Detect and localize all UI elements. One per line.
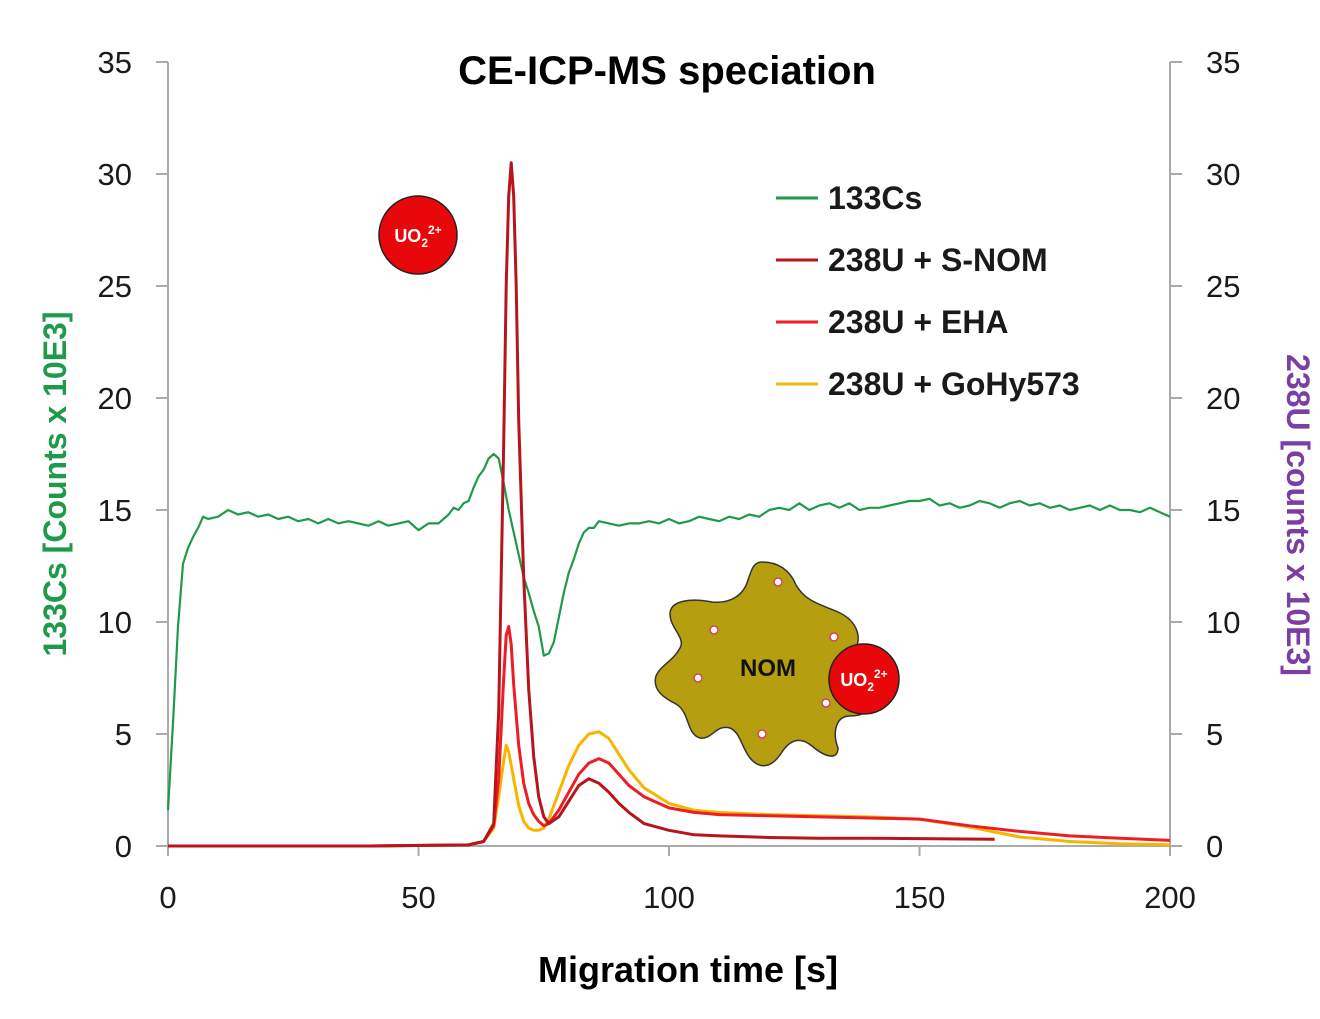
- binding-site-dot: [829, 632, 839, 642]
- x-axis-label: Migration time [s]: [538, 949, 838, 990]
- free-uranyl-ion-circle: [378, 195, 458, 275]
- right-y-tick-label: 5: [1206, 717, 1223, 752]
- x-tick-label: 0: [159, 880, 176, 915]
- left-y-ticks: 0 5 10 15 20 25 30 35: [98, 45, 168, 864]
- right-y-tick-label: 10: [1206, 605, 1240, 640]
- x-tick-label: 50: [401, 880, 435, 915]
- left-y-tick-label: 5: [115, 717, 132, 752]
- series-line-238u-s-nom: [168, 161, 995, 848]
- free-uranyl-ion-label: UO22+: [394, 223, 441, 250]
- left-y-tick-label: 0: [115, 829, 132, 864]
- legend-label: 238U + GoHy573: [828, 366, 1080, 402]
- x-tick-label: 200: [1144, 880, 1196, 915]
- left-y-tick-label: 10: [98, 605, 132, 640]
- legend-label: 133Cs: [828, 180, 922, 216]
- left-y-tick-label: 20: [98, 381, 132, 416]
- x-tick-label: 150: [894, 880, 946, 915]
- series-line-238u-eha: [168, 625, 1171, 848]
- series-line-133cs: [166, 452, 1171, 811]
- chart-title: CE-ICP-MS speciation: [458, 49, 876, 93]
- binding-site-dot: [709, 625, 719, 635]
- right-y-tick-label: 0: [1206, 829, 1223, 864]
- legend: 133Cs 238U + S-NOM 238U + EHA 238U + GoHy57…: [776, 180, 1080, 402]
- right-y-tick-label: 20: [1206, 381, 1240, 416]
- left-y-axis-label: 133Cs [Counts x 10E3]: [37, 311, 73, 656]
- legend-label: 238U + EHA: [828, 304, 1009, 340]
- nom-binding-sites: [693, 577, 839, 739]
- bound-uranyl-ion-circle: [828, 643, 900, 715]
- right-y-tick-label: 25: [1206, 269, 1240, 304]
- left-y-tick-label: 25: [98, 269, 132, 304]
- bound-uranyl-ion-label: UO22+: [840, 667, 887, 694]
- binding-site-dot: [693, 673, 703, 683]
- binding-site-dot: [757, 729, 767, 739]
- left-y-tick-label: 30: [98, 157, 132, 192]
- right-y-tick-label: 35: [1206, 45, 1240, 80]
- free-uranyl-ion: UO22+: [378, 195, 458, 275]
- nom-label: NOM: [740, 655, 796, 682]
- left-y-tick-label: 35: [98, 45, 132, 80]
- legend-label: 238U + S-NOM: [828, 242, 1048, 278]
- right-y-tick-label: 15: [1206, 493, 1240, 528]
- right-y-tick-label: 30: [1206, 157, 1240, 192]
- binding-site-dot: [773, 577, 783, 587]
- series-layer: [166, 161, 1171, 848]
- left-y-tick-label: 15: [98, 493, 132, 528]
- x-ticks: 0 50 100 150 200: [159, 846, 1196, 915]
- nom-illustration: NOM UO22+: [654, 561, 900, 767]
- x-tick-label: 100: [643, 880, 695, 915]
- right-y-ticks: 0 5 10 15 20 25 30 35: [1170, 45, 1240, 864]
- right-y-axis-label: 238U [counts x 10E3]: [1280, 354, 1316, 676]
- binding-site-dot: [821, 698, 831, 708]
